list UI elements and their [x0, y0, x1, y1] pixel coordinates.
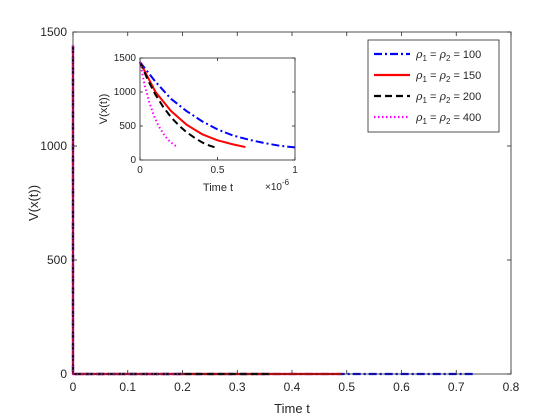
inset-chart: 0 0.5 1 0 500 1000 1500 Time t V(x(t)) ×10-6 — [98, 53, 298, 194]
inset-series-line-3 — [139, 61, 178, 148]
main-x-tick-label: 0.5 — [338, 380, 355, 394]
inset-axes-box — [139, 57, 296, 161]
inset-plot-area — [140, 58, 295, 160]
legend-entry-label: ρ1 = ρ2 = 400 — [415, 111, 481, 126]
inset-y-tick-label: 0 — [130, 155, 136, 166]
inset-y-tick-label: 1000 — [114, 87, 137, 98]
inset-series-line-0 — [139, 61, 296, 149]
main-x-tick-label: 0.6 — [393, 380, 410, 394]
main-x-axis-label: Time t — [274, 401, 310, 416]
inset-x-axis-label: Time t — [203, 182, 233, 194]
main-x-tick-label: 0.2 — [174, 380, 191, 394]
legend-entry-label: ρ1 = ρ2 = 200 — [415, 90, 481, 105]
inset-y-axis-label: V(x(t)) — [98, 94, 110, 125]
main-y-axis-label: V(x(t)) — [26, 185, 41, 221]
inset-series-group — [139, 61, 296, 150]
inset-y-tick-label: 500 — [119, 121, 136, 132]
main-y-tick-label: 1500 — [40, 25, 67, 39]
inset-series-line-1 — [139, 61, 246, 149]
legend-entry-label: ρ1 = ρ2 = 150 — [415, 69, 481, 84]
main-y-tick-label: 0 — [60, 367, 67, 381]
legend-entry-label: ρ1 = ρ2 = 100 — [415, 48, 481, 63]
inset-x-tick-label: 1 — [292, 165, 298, 176]
inset-x-tick-label: 0.5 — [211, 165, 225, 176]
main-x-tick-label: 0.4 — [284, 380, 301, 394]
main-y-tick-label: 500 — [47, 253, 67, 267]
inset-x-exponent: ×10-6 — [265, 178, 290, 193]
inset-x-tick-label: 0 — [137, 165, 143, 176]
main-y-tick-label: 1000 — [40, 139, 67, 153]
main-x-tick-label: 0.7 — [448, 380, 465, 394]
main-axes-box — [72, 31, 512, 375]
legend-box — [367, 39, 500, 133]
main-x-tick-label: 0.3 — [229, 380, 246, 394]
main-x-tick-label: 0.8 — [503, 380, 520, 394]
legend-items: ρ1 = ρ2 = 100 ρ1 = ρ2 = 150 ρ1 = ρ2 = 200 ρ… — [374, 48, 481, 126]
inset-y-tick-label: 1500 — [114, 53, 137, 64]
main-x-tick-label: 0 — [70, 380, 77, 394]
main-x-tick-label: 0.1 — [119, 380, 136, 394]
legend: ρ1 = ρ2 = 100 ρ1 = ρ2 = 150 ρ1 = ρ2 = 200 ρ… — [367, 39, 500, 133]
